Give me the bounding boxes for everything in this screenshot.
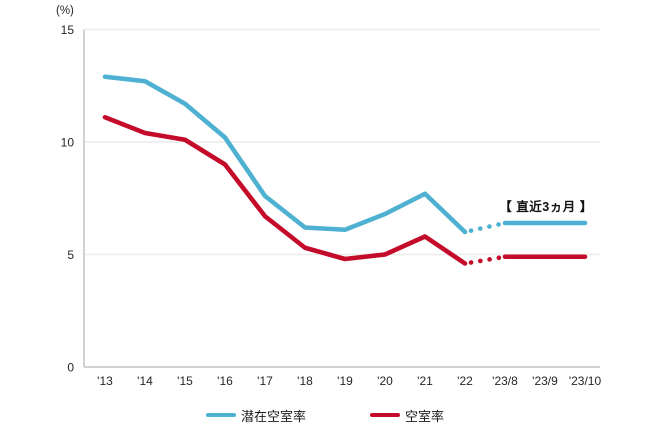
y-axis-unit-label: (%) [56, 5, 74, 17]
legend-item-vacancy-rate: 空室率 [370, 406, 444, 425]
x-tick-label: '23/10 [569, 374, 602, 388]
chart-legend: 潜在空室率 空室率 [0, 403, 650, 427]
y-tick-label: 15 [61, 23, 75, 37]
x-tick-label: '21 [417, 374, 433, 388]
legend-label-latent-vacancy: 潜在空室率 [240, 408, 306, 424]
y-tick-label: 5 [67, 248, 74, 262]
legend-line-swatch-latent-vacancy [205, 412, 236, 418]
series-line-vacancy [102, 114, 588, 266]
x-tick-label: '14 [137, 374, 153, 388]
x-tick-label: '19 [337, 374, 353, 388]
series-line-latent-vacancy [102, 74, 588, 235]
x-tick-label: '13 [97, 374, 113, 388]
legend-label-vacancy: 空室率 [405, 408, 445, 424]
legend-item-latent-vacancy-rate: 潜在空室率 [205, 406, 306, 425]
x-tick-label: '17 [257, 374, 273, 388]
recent-3-months-annotation: 【 直近3ヵ月 】 [499, 200, 593, 214]
y-axis-tick-labels: 0 5 10 15 [61, 23, 75, 375]
y-tick-label: 0 [67, 361, 74, 375]
axes [83, 29, 600, 368]
x-tick-label: '15 [177, 374, 193, 388]
x-tick-label: '16 [217, 374, 233, 388]
x-axis-tick-labels: '13 '14 '15 '16 '17 '18 '19 '20 '21 '22 '23/8 '23/9… [97, 374, 601, 388]
x-tick-label: '18 [297, 374, 313, 388]
x-tick-label: '23/9 [532, 374, 558, 388]
x-tick-label: '20 [377, 374, 393, 388]
legend-line-swatch-vacancy [370, 412, 400, 418]
x-tick-label: '22 [457, 374, 473, 388]
y-tick-label: 10 [61, 136, 75, 150]
x-tick-label: '23/8 [492, 374, 518, 388]
